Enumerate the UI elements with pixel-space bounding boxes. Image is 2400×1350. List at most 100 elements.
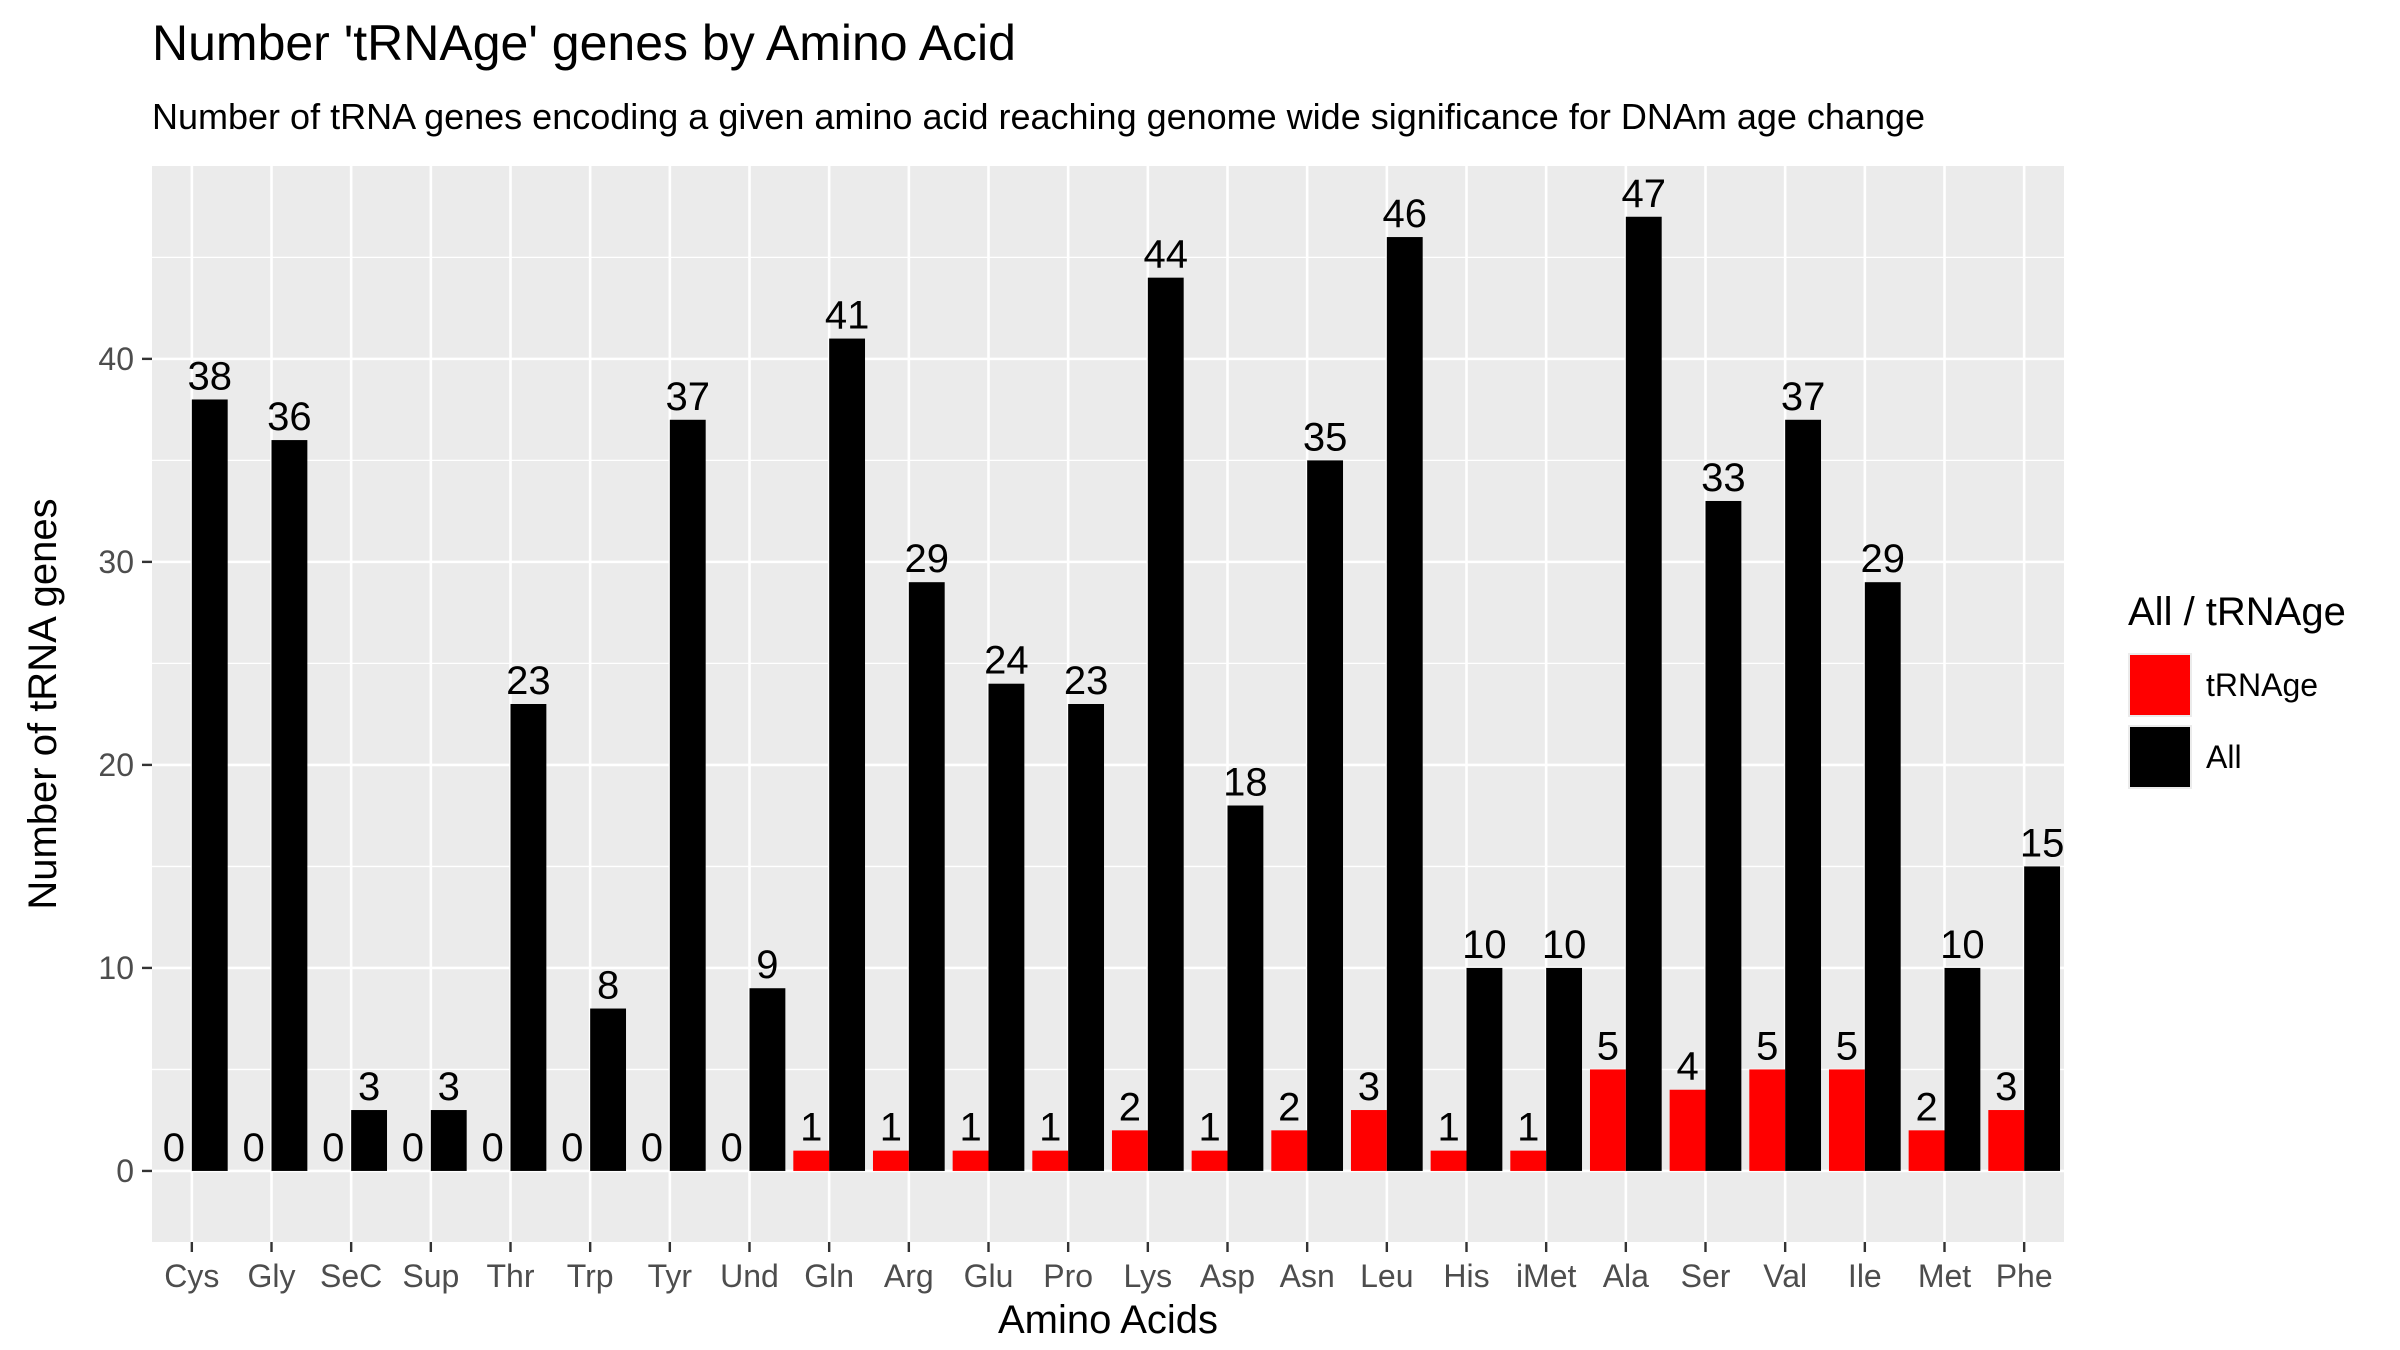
y-tick-label: 30 <box>98 544 134 580</box>
bar-all-sup <box>430 1110 467 1171</box>
x-tick-label: Met <box>1918 1258 1971 1294</box>
data-label: 1 <box>1039 1106 1061 1150</box>
bar-all-his <box>1466 967 1503 1171</box>
data-label: 44 <box>1144 233 1189 277</box>
x-tick-label: Ser <box>1681 1258 1731 1294</box>
bar-all-ser <box>1705 500 1742 1171</box>
x-tick-label: Glu <box>964 1258 1014 1294</box>
legend-item-trnage: tRNAge <box>2128 649 2346 721</box>
data-label: 4 <box>1676 1045 1698 1089</box>
legend-swatch-all <box>2130 727 2190 787</box>
bar-trnage-gln <box>793 1150 830 1171</box>
bar-trnage-leu <box>1350 1110 1387 1171</box>
data-label: 38 <box>188 354 233 398</box>
data-label: 0 <box>641 1126 663 1170</box>
y-tick-label: 0 <box>116 1153 134 1189</box>
data-label: 18 <box>1223 761 1268 805</box>
x-tick-label: Trp <box>567 1258 614 1294</box>
data-label: 0 <box>402 1126 424 1170</box>
data-label: 35 <box>1303 415 1348 459</box>
y-tick-label: 20 <box>98 747 134 783</box>
bar-trnage-ser <box>1669 1089 1706 1171</box>
bar-all-arg <box>908 582 945 1171</box>
data-label: 47 <box>1622 172 1667 216</box>
chart-title: Number 'tRNAge' genes by Amino Acid <box>152 15 1016 71</box>
legend: All / tRNAge tRNAge All <box>2128 590 2346 793</box>
bar-trnage-asp <box>1191 1150 1228 1171</box>
data-label: 2 <box>1278 1085 1300 1129</box>
bar-all-thr <box>510 704 547 1171</box>
bar-trnage-arg <box>872 1150 909 1171</box>
x-tick-label: iMet <box>1516 1258 1577 1294</box>
plot-panel <box>152 166 2064 1242</box>
bar-all-asn <box>1307 460 1344 1171</box>
data-label: 10 <box>1542 923 1587 967</box>
data-label: 1 <box>1517 1106 1539 1150</box>
bar-all-met <box>1944 967 1981 1171</box>
data-label: 0 <box>481 1126 503 1170</box>
x-tick-label: Leu <box>1360 1258 1413 1294</box>
bar-all-glu <box>988 683 1025 1171</box>
x-tick-label: Thr <box>487 1258 535 1294</box>
x-tick-label: Gly <box>248 1258 296 1294</box>
bar-trnage-phe <box>1988 1110 2025 1171</box>
bar-all-gly <box>271 440 308 1171</box>
data-label: 3 <box>438 1065 460 1109</box>
bar-trnage-glu <box>952 1150 989 1171</box>
data-label: 41 <box>825 294 870 338</box>
x-tick-label: Tyr <box>648 1258 693 1294</box>
data-label: 3 <box>1995 1065 2017 1109</box>
y-axis: 0 10 20 30 40 <box>98 341 152 1189</box>
bar-trnage-pro <box>1032 1150 1069 1171</box>
data-label: 23 <box>506 659 551 703</box>
x-axis-title: Amino Acids <box>998 1298 1218 1342</box>
legend-swatch-trnage <box>2130 655 2190 715</box>
data-label: 36 <box>267 395 312 439</box>
bar-all-pro <box>1068 704 1105 1171</box>
data-label: 5 <box>1836 1024 1858 1068</box>
legend-label: All <box>2206 738 2242 775</box>
x-tick-label: Phe <box>1996 1258 2053 1294</box>
bar-all-val <box>1785 419 1822 1171</box>
data-label: 0 <box>242 1126 264 1170</box>
y-axis-title: Number of tRNA genes <box>21 498 65 909</box>
bar-all-trp <box>590 1008 627 1171</box>
bar-all-und <box>749 988 786 1171</box>
data-label: 3 <box>358 1065 380 1109</box>
legend-label: tRNAge <box>2206 666 2319 703</box>
x-tick-label: Asp <box>1200 1258 1255 1294</box>
data-label: 2 <box>1119 1085 1141 1129</box>
bar-all-asp <box>1227 805 1264 1171</box>
chart-subtitle: Number of tRNA genes encoding a given am… <box>152 96 1926 137</box>
bar-trnage-met <box>1908 1130 1945 1171</box>
data-label: 8 <box>597 964 619 1008</box>
data-label: 10 <box>1940 923 1985 967</box>
data-label: 37 <box>1781 375 1826 419</box>
bar-all-leu <box>1386 237 1423 1171</box>
bar-trnage-imet <box>1510 1150 1547 1171</box>
data-label: 2 <box>1915 1085 1937 1129</box>
bar-trnage-lys <box>1111 1130 1148 1171</box>
x-tick-label: Cys <box>164 1258 219 1294</box>
data-label: 0 <box>322 1126 344 1170</box>
bar-all-tyr <box>669 419 706 1171</box>
y-tick-label: 40 <box>98 341 134 377</box>
y-tick-label: 10 <box>98 950 134 986</box>
data-label: 29 <box>905 537 950 581</box>
bar-all-lys <box>1147 277 1184 1171</box>
x-tick-label: Und <box>720 1258 779 1294</box>
x-tick-label: Ile <box>1848 1258 1882 1294</box>
bar-trnage-val <box>1749 1069 1786 1171</box>
bar-trnage-asn <box>1271 1130 1308 1171</box>
data-label: 5 <box>1597 1024 1619 1068</box>
x-tick-label: Val <box>1763 1258 1807 1294</box>
data-label: 3 <box>1358 1065 1380 1109</box>
data-label: 23 <box>1064 659 1109 703</box>
bars <box>191 216 2061 1171</box>
bar-all-phe <box>2024 866 2061 1171</box>
bar-trnage-ile <box>1828 1069 1865 1171</box>
bar-all-ala <box>1625 216 1662 1171</box>
data-label: 9 <box>756 943 778 987</box>
legend-title: All / tRNAge <box>2128 590 2346 634</box>
data-label: 24 <box>984 639 1029 683</box>
